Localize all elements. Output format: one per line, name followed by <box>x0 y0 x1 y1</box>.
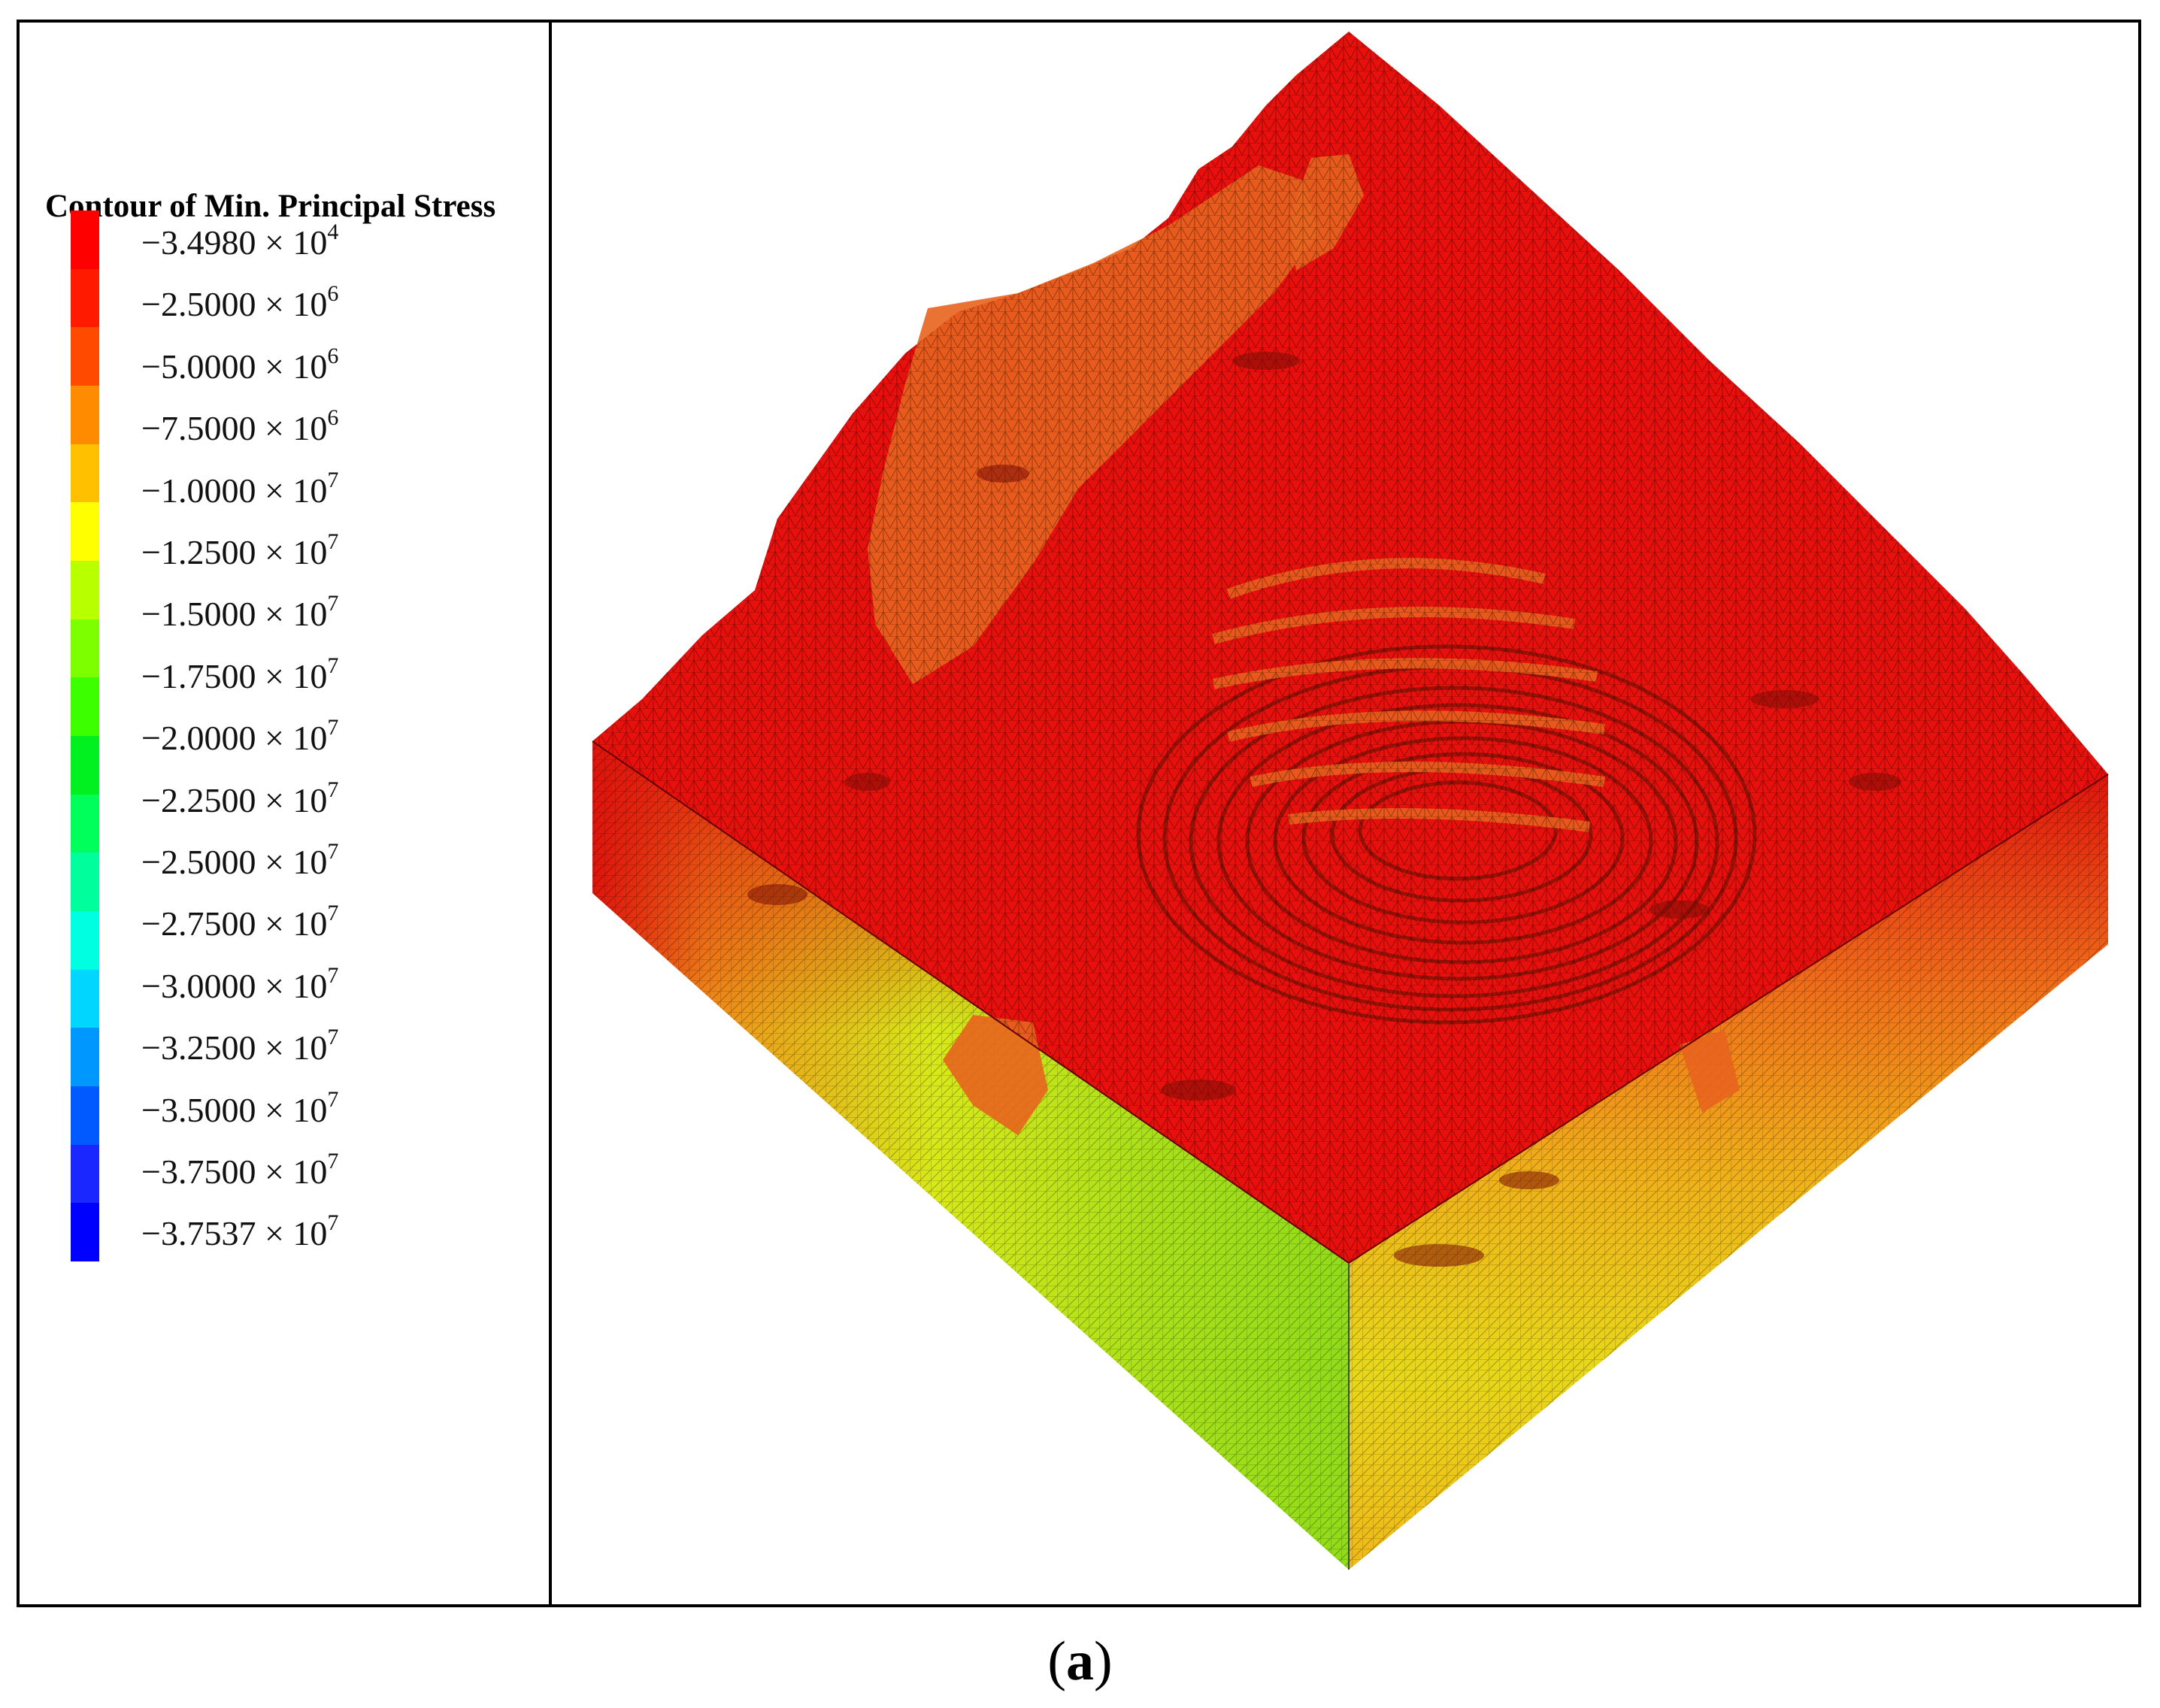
legend-level-label: −2.5000 × 107 <box>141 839 339 881</box>
colorbar-segment <box>71 1203 99 1261</box>
legend-level-label: −1.2500 × 107 <box>141 529 339 571</box>
figure-caption: (a) <box>1047 1631 1113 1692</box>
legend-level-label: −3.2500 × 107 <box>141 1025 339 1068</box>
colorbar-segment <box>71 735 99 795</box>
model-view <box>552 23 2138 1604</box>
colorbar-segment <box>71 502 99 561</box>
legend-level-label: −2.2500 × 107 <box>141 777 339 819</box>
colorbar-segment <box>71 385 99 444</box>
colorbar-segment <box>71 268 99 328</box>
colorbar-segment <box>71 1144 99 1204</box>
legend-panel: Contour of Min. Principal Stress −3.4980… <box>20 23 552 1604</box>
colorbar-segment <box>71 1028 99 1086</box>
legend-level-label: −3.7537 × 107 <box>141 1210 339 1253</box>
colorbar-segment <box>71 327 99 386</box>
colorbar-segment <box>71 560 99 619</box>
legend-title: Contour of Min. Principal Stress <box>45 189 496 224</box>
colorbar-segment <box>71 1086 99 1145</box>
colorbar-segment <box>71 210 99 269</box>
legend-level-label: −2.0000 × 107 <box>141 715 339 758</box>
legend-level-label: −7.5000 × 106 <box>141 405 339 448</box>
legend-level-label: −1.5000 × 107 <box>141 591 339 634</box>
colorbar-segment <box>71 619 99 678</box>
dark-speckles <box>747 352 1901 1267</box>
legend-level-label: −2.7500 × 107 <box>141 901 339 943</box>
colorbar <box>71 210 99 1261</box>
colorbar-segment <box>71 910 99 970</box>
colorbar-segment <box>71 677 99 736</box>
legend-level-label: −5.0000 × 106 <box>141 343 339 386</box>
legend-level-label: −3.7500 × 107 <box>141 1149 339 1191</box>
legend-level-label: −1.7500 × 107 <box>141 653 339 695</box>
legend-level-label: −3.5000 × 107 <box>141 1086 339 1129</box>
colorbar-segment <box>71 444 99 503</box>
legend-level-label: −2.5000 × 106 <box>141 281 339 324</box>
colorbar-segment <box>71 969 99 1028</box>
legend-level-label: −3.0000 × 107 <box>141 962 339 1005</box>
colorbar-segment <box>71 794 99 853</box>
colorbar-segment <box>71 852 99 911</box>
legend-level-label: −3.4980 × 104 <box>141 220 339 262</box>
caption-letter: a <box>1066 1631 1094 1692</box>
legend-level-label: −1.0000 × 107 <box>141 467 339 510</box>
figure-frame: Contour of Min. Principal Stress −3.4980… <box>17 20 2141 1607</box>
mesh-model <box>592 32 2109 1570</box>
